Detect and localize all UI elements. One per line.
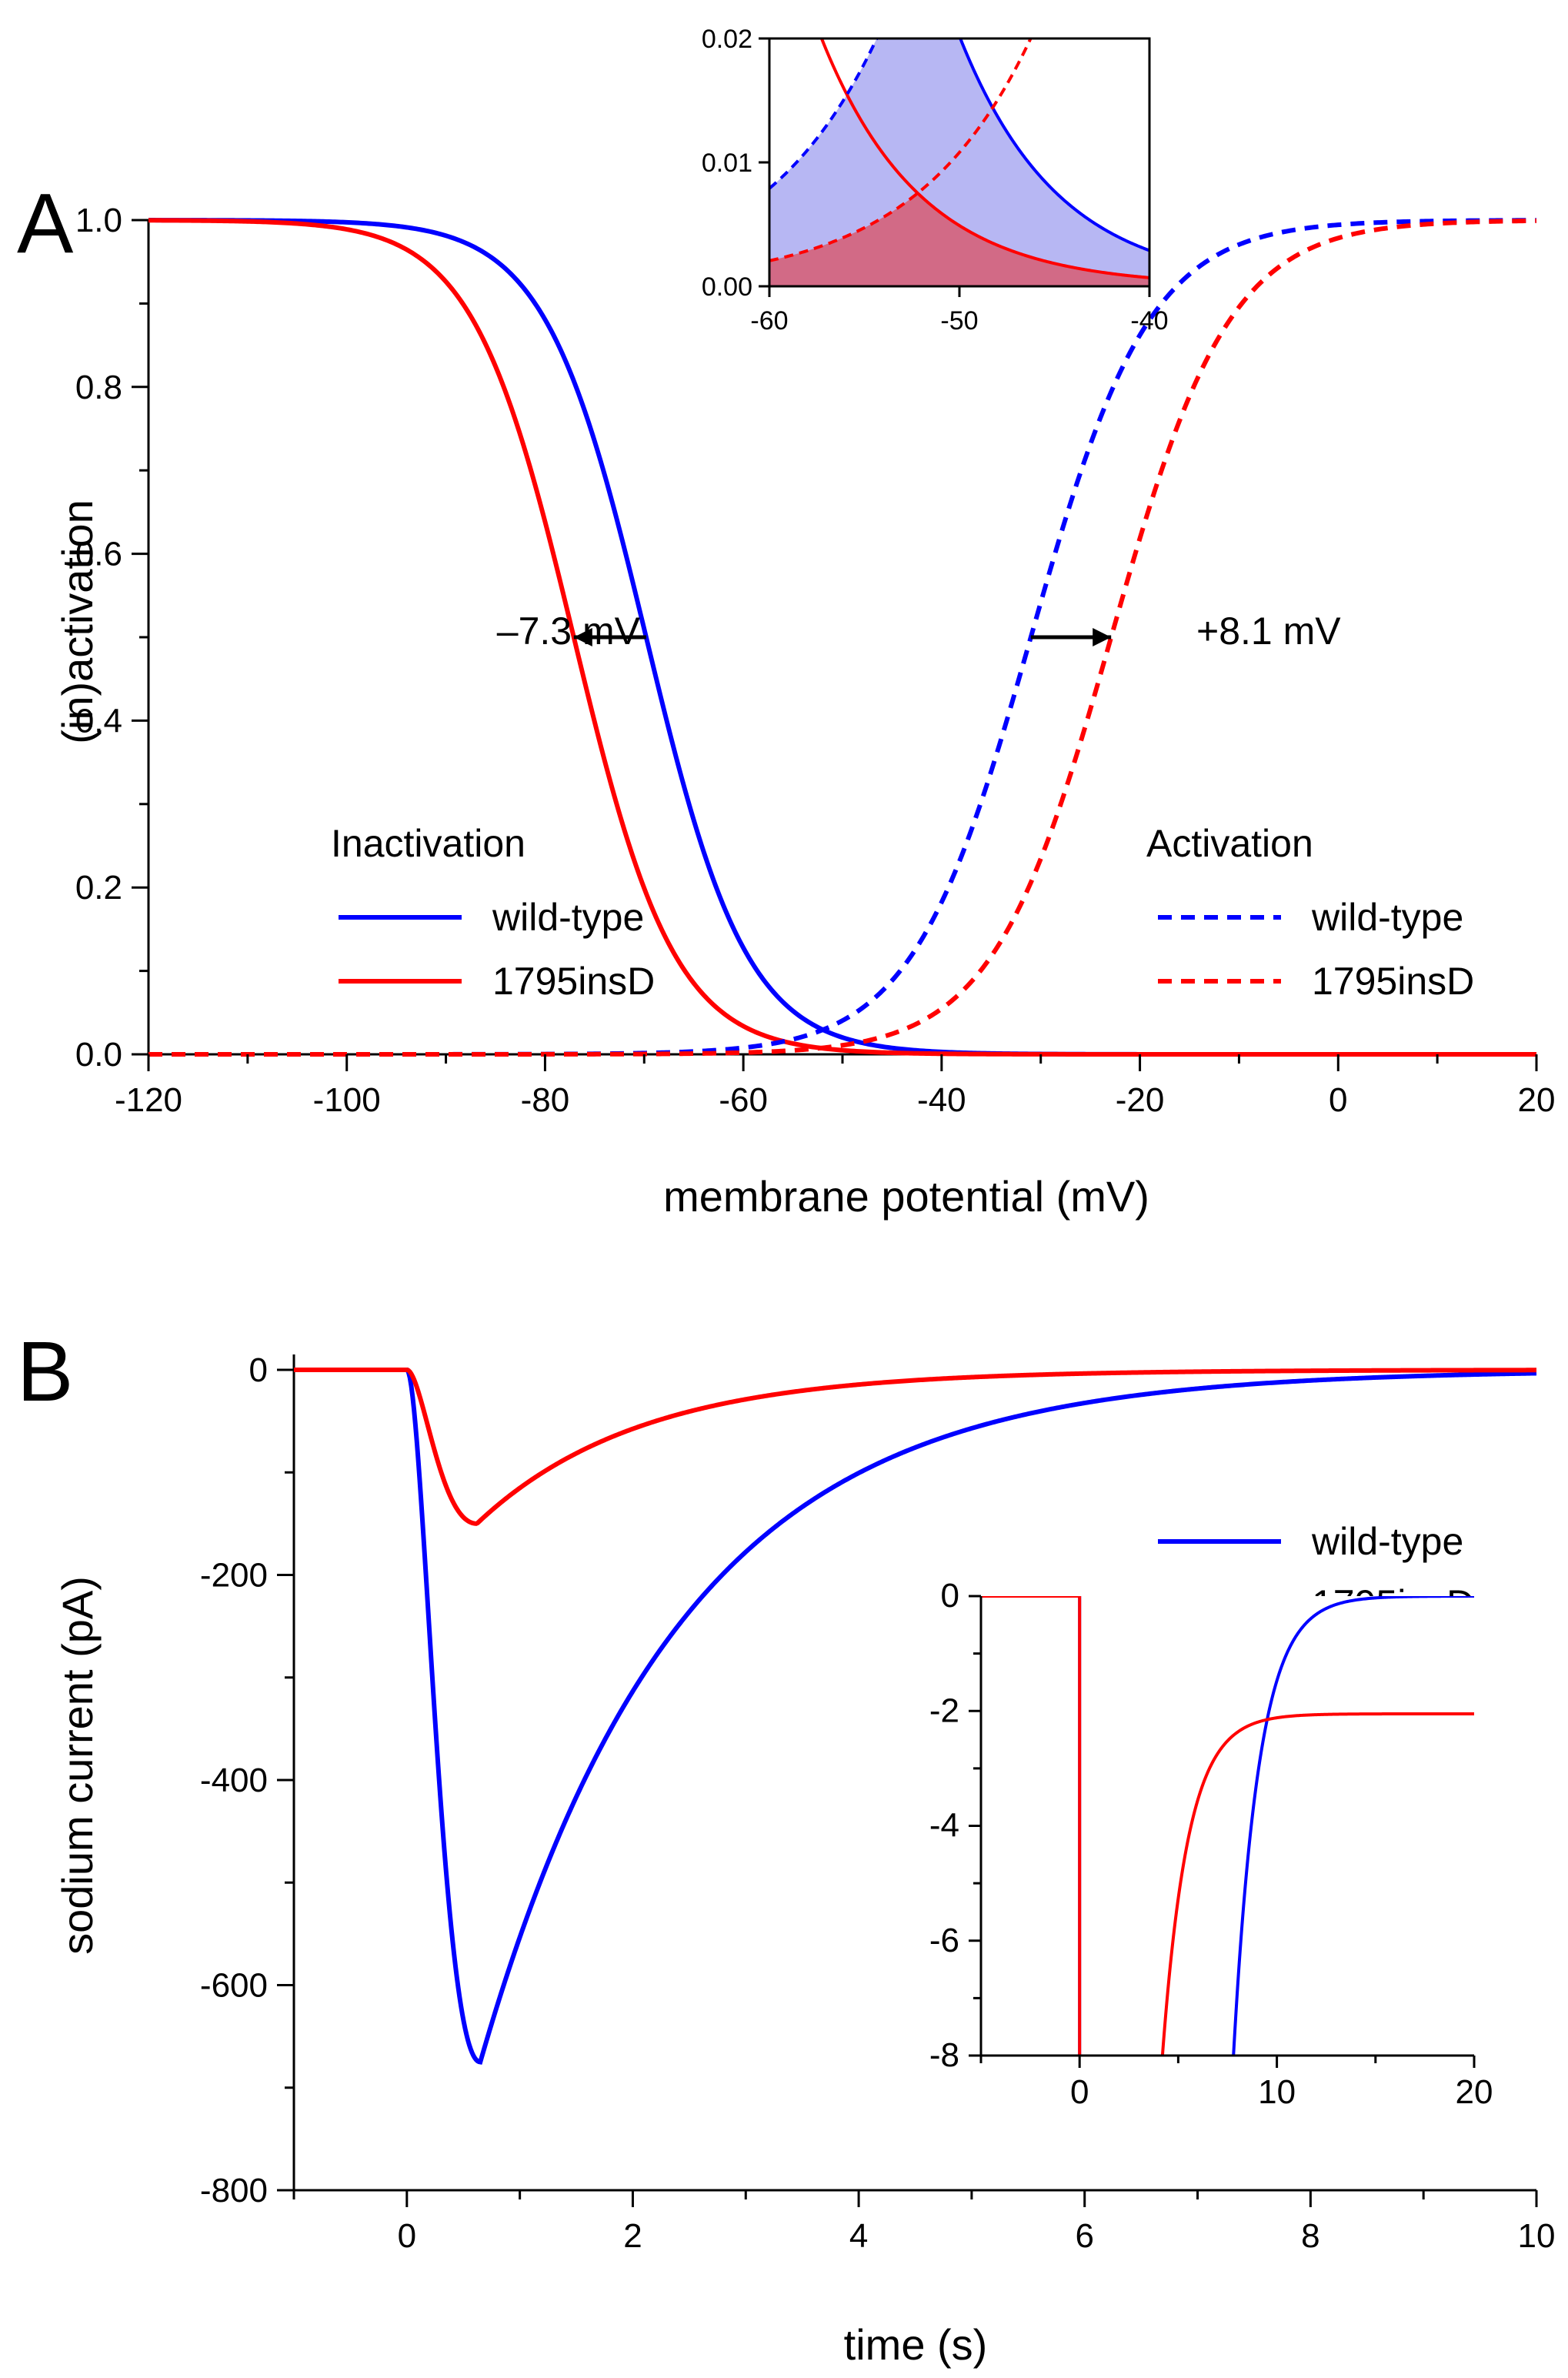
panel-a-x-tick-label: -60 xyxy=(719,1081,768,1119)
inset-b-x-tick-label: 10 xyxy=(1258,2073,1296,2111)
panel-a-y-tick-label: 0.2 xyxy=(75,869,122,907)
inset-b-wild-type-tail xyxy=(1232,1596,1474,2056)
inset-a-x-tick-label: -50 xyxy=(940,306,978,336)
inset-a-inactivation-insd-curve xyxy=(819,38,1149,279)
panel-a-x-axis-title: membrane potential (mV) xyxy=(663,1172,1149,1221)
panel-a-y-tick-label: 0.4 xyxy=(75,702,122,740)
right-shift-arrow-head xyxy=(1093,628,1112,646)
inset-b-y-tick-label: -6 xyxy=(929,1922,959,1959)
panel-a-x-tick-label: 0 xyxy=(1329,1081,1347,1119)
panel-a-y-tick-label: 0.8 xyxy=(75,369,122,406)
panel-b-x-tick-label: 10 xyxy=(1518,2217,1556,2255)
panel-b-x-tick-label: 8 xyxy=(1301,2217,1319,2255)
inset-a-y-tick-label: 0.02 xyxy=(702,25,752,54)
panel-label-a: A xyxy=(17,176,74,271)
panel-a-x-tick-label: -120 xyxy=(115,1081,182,1119)
legend-activation-title: Activation xyxy=(1146,822,1313,865)
legend-activation-insd-label: 1795insD xyxy=(1312,960,1474,1003)
inset-a-activation-insd-curve xyxy=(769,38,1033,262)
panel-b-y-axis-title: sodium current (pA) xyxy=(53,1576,102,1955)
inactivation-insd-curve xyxy=(148,218,1536,1057)
panel-a-x-tick-label: -80 xyxy=(521,1081,570,1119)
insd-current-trace xyxy=(294,1368,1536,1526)
legend-inactivation-insd-label: 1795insD xyxy=(492,960,655,1003)
panel-b-y-tick-label: -800 xyxy=(200,2172,268,2209)
left-shift-arrow-head xyxy=(573,628,592,646)
inset-b-y-tick-label: -8 xyxy=(929,2036,959,2074)
panel-a-y-tick-label: 1.0 xyxy=(75,202,122,239)
panel-a-x-tick-label: -20 xyxy=(1116,1081,1165,1119)
panel-b-x-tick-label: 2 xyxy=(623,2217,642,2255)
panel-b-y-tick-label: -600 xyxy=(200,1967,268,2005)
left-shift-label: –7.3 mV xyxy=(497,610,641,653)
panel-a-inset: -60 -50 -40 0.00 0.01 0.02 xyxy=(702,25,1169,336)
panel-b-x-axis-title: time (s) xyxy=(844,2320,988,2369)
activation-insd-curve xyxy=(148,218,1537,1057)
panel-a-y-axis-title: (in)activation xyxy=(53,499,102,743)
legend-activation-wild-type-label: wild-type xyxy=(1311,896,1463,939)
panel-b-y-tick-label: -400 xyxy=(200,1762,268,1799)
inset-b-y-tick-label: -2 xyxy=(929,1692,959,1729)
panel-b-x-tick-label: 6 xyxy=(1075,2217,1093,2255)
panel-label-b: B xyxy=(17,1324,73,1419)
panel-a-y-tick-label: 0.0 xyxy=(75,1036,122,1074)
panel-b-x-tick-label: 0 xyxy=(398,2217,416,2255)
right-shift-label: +8.1 mV xyxy=(1196,610,1341,653)
inset-a-inactivation-wild-type-curve xyxy=(959,38,1149,252)
inset-a-activation-wild-type-curve xyxy=(769,38,879,190)
inset-b-insd-onset xyxy=(981,1596,1082,2056)
legend-inactivation-title: Inactivation xyxy=(331,822,525,865)
panel-a-y-tick-label: 0.6 xyxy=(75,536,122,573)
panel-b-y-tick-label: -200 xyxy=(200,1557,268,1595)
panel-b-inset-plot xyxy=(981,1596,1474,2056)
inset-a-x-tick-label: -60 xyxy=(750,306,788,336)
inset-b-insd-tail xyxy=(1160,1712,1474,2056)
inset-a-y-tick-label: 0.01 xyxy=(702,149,752,178)
inset-a-x-tick-label: -40 xyxy=(1130,306,1168,336)
inset-b-x-tick-label: 20 xyxy=(1456,2073,1493,2111)
inset-a-y-tick-label: 0.00 xyxy=(702,272,752,302)
inset-b-y-tick-label: -4 xyxy=(929,1807,959,1845)
inset-b-y-tick-label: 0 xyxy=(941,1577,959,1615)
panel-a-x-tick-label: -100 xyxy=(313,1081,381,1119)
insd-window-current-area xyxy=(769,193,1149,286)
panel-a-legend: Inactivation wild-type 1795insD Activati… xyxy=(331,822,1474,1003)
wild-type-window-current-area xyxy=(769,38,1149,286)
panel-b-y-tick-label: 0 xyxy=(249,1351,268,1389)
panel-a-inset-plot xyxy=(769,38,1149,286)
wild-type-current-trace xyxy=(294,1368,1537,2065)
inset-b-x-tick-label: 0 xyxy=(1070,2073,1089,2111)
panel-a-x-tick-label: -40 xyxy=(917,1081,966,1119)
panel-a-x-tick-label: 20 xyxy=(1518,1081,1556,1119)
panel-b-x-tick-label: 4 xyxy=(849,2217,868,2255)
panel-b-chart: 0 2 4 6 8 100-200-400-600-800 time (s) sodium… xyxy=(53,1351,1555,2369)
panel-a-chart: -120 -100 -80 -60 -40 -20 0 20 0.0 0.2 0.4 0.6 0.8 1.… xyxy=(53,25,1556,1221)
panel-b-inset-background xyxy=(981,1596,1474,2056)
panel-b-inset: 0 10 20 0 -2 -4 -6 -8 xyxy=(929,1577,1493,2111)
legend-inactivation-wild-type-label: wild-type xyxy=(492,896,644,939)
legend-b-wild-type-label: wild-type xyxy=(1311,1520,1463,1563)
